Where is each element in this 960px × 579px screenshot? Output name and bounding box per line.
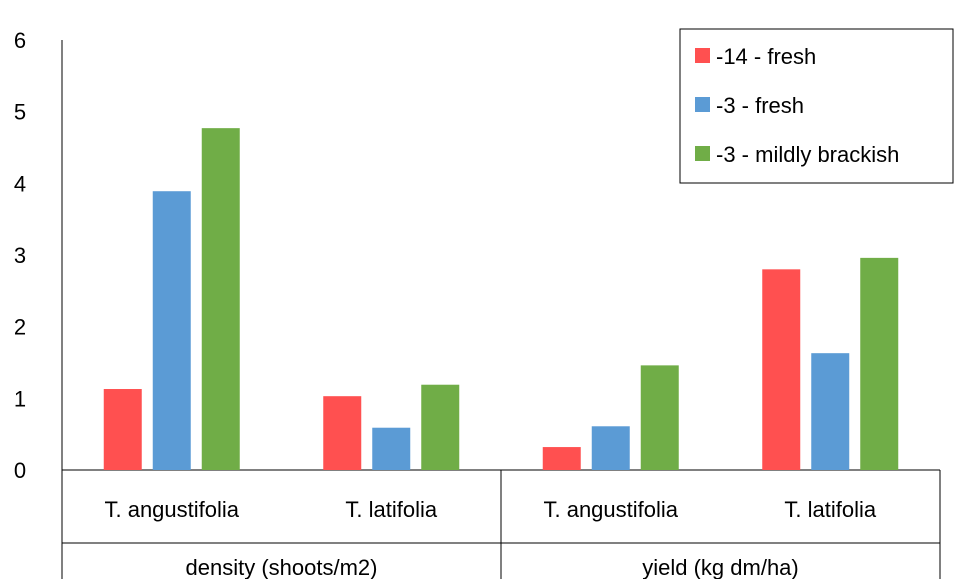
bar: [762, 269, 801, 470]
group-labels: density (shoots/m2) yield (kg dm/ha): [186, 555, 799, 579]
bar: [421, 384, 460, 470]
bar: [591, 426, 630, 470]
legend-label: -3 - fresh: [716, 93, 804, 118]
bar: [201, 128, 240, 470]
y-tick-label: 6: [14, 28, 26, 53]
y-tick-label: 4: [14, 171, 26, 196]
y-tick-label: 5: [14, 100, 26, 125]
category-label: T. latifolia: [784, 497, 876, 522]
bar: [103, 389, 142, 470]
y-tick-label: 2: [14, 315, 26, 340]
legend-label: -14 - fresh: [716, 44, 816, 69]
category-label: T. angustifolia: [104, 497, 239, 522]
category-label: T. angustifolia: [543, 497, 678, 522]
bar: [640, 365, 679, 470]
legend-swatch: [695, 97, 710, 112]
y-tick-label: 3: [14, 243, 26, 268]
legend-items: -14 - fresh -3 - fresh -3 - mildly brackis…: [695, 44, 899, 167]
bar: [542, 447, 581, 470]
bar: [323, 396, 362, 470]
y-tick-label: 1: [14, 386, 26, 411]
legend-swatch: [695, 48, 710, 63]
bar: [860, 257, 899, 470]
bar: [372, 427, 411, 470]
bar: [152, 191, 191, 470]
legend-box: [679, 28, 954, 184]
group-label: yield (kg dm/ha): [642, 555, 799, 579]
category-label: T. latifolia: [345, 497, 437, 522]
legend: -14 - fresh -3 - fresh -3 - mildly brackis…: [679, 28, 954, 184]
category-labels: T. angustifolia T. latifolia T. angustifol…: [104, 497, 876, 522]
bars: [103, 128, 899, 470]
y-tick-label: 0: [14, 458, 26, 483]
bar: [811, 353, 850, 470]
group-label: density (shoots/m2): [186, 555, 378, 579]
legend-label: -3 - mildly brackish: [716, 142, 899, 167]
y-axis-tick-labels: 0 1 2 3 4 5 6: [14, 28, 26, 483]
legend-swatch: [695, 146, 710, 161]
